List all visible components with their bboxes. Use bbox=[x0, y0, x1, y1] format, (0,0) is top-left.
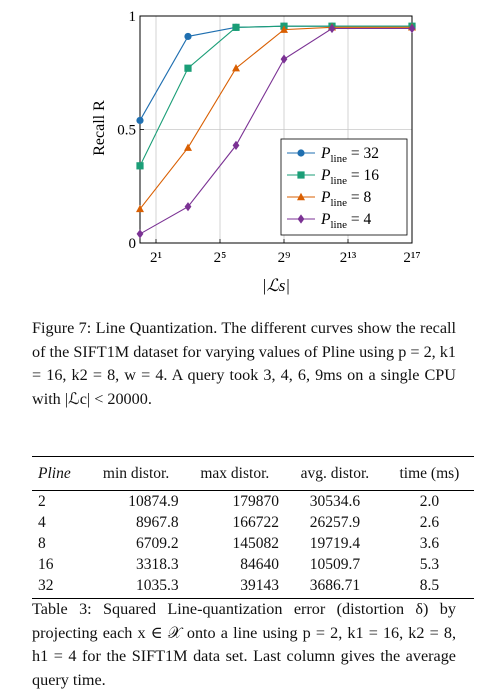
axis-ticks: 2¹ 2⁵ 2⁹ 2¹³ 2¹⁷ 0 0.5 1 bbox=[117, 9, 420, 266]
table-row: 4 8967.8 166722 26257.9 2.6 bbox=[32, 512, 474, 533]
data-point bbox=[136, 229, 144, 239]
x-tick-label: 2¹⁷ bbox=[403, 250, 420, 266]
table-caption: Table 3: Squared Line-quantization error… bbox=[32, 600, 456, 689]
table-cell: 3.6 bbox=[419, 534, 440, 552]
data-series bbox=[136, 22, 416, 239]
x-axis-label: |ℒs| bbox=[262, 276, 290, 295]
y-tick-label: 0 bbox=[129, 236, 137, 252]
data-point bbox=[328, 23, 336, 34]
recall-chart: 2¹ 2⁵ 2⁹ 2¹³ 2¹⁷ 0 0.5 1 |ℒs| Recall R Pline = … bbox=[91, 9, 421, 295]
table-row: 32 1035.3 39143 3686.71 8.5 bbox=[32, 575, 474, 599]
x-tick-label: 2¹³ bbox=[340, 250, 357, 266]
table-cell: 179870 bbox=[232, 492, 280, 510]
y-tick-label: 1 bbox=[129, 9, 137, 25]
data-point bbox=[184, 202, 192, 212]
table-header: time (ms) bbox=[384, 456, 474, 491]
data-point bbox=[232, 140, 240, 150]
series-line bbox=[139, 25, 412, 167]
table-header-row: Pline min distor. max distor. avg. disto… bbox=[32, 456, 474, 491]
table-cell: 32 bbox=[32, 575, 88, 599]
table-cell: 39143 bbox=[184, 575, 285, 599]
data-point bbox=[184, 64, 192, 72]
y-axis-label: Recall R bbox=[91, 100, 108, 156]
figure-caption: Figure 7: Line Quantization. The differe… bbox=[32, 319, 456, 408]
table-row: 16 3318.3 84640 10509.7 5.3 bbox=[32, 554, 474, 575]
legend-marker bbox=[297, 192, 305, 201]
table-cell: 145082 bbox=[232, 534, 280, 552]
table-cell: 166722 bbox=[232, 513, 280, 531]
table-cell: 2 bbox=[38, 492, 46, 510]
table-cell: 5.3 bbox=[419, 555, 440, 573]
data-point bbox=[232, 64, 240, 72]
data-point bbox=[136, 116, 144, 125]
data-point bbox=[136, 162, 144, 170]
data-point bbox=[280, 54, 288, 64]
x-tick-label: 2¹ bbox=[150, 250, 162, 266]
table-header: avg. distor. bbox=[285, 456, 385, 491]
table-cell: 8 bbox=[38, 534, 46, 552]
table-cell: 6709.2 bbox=[136, 534, 179, 552]
table-cell: 4 bbox=[38, 513, 46, 531]
table-cell: 84640 bbox=[240, 555, 279, 573]
table-header: Pline bbox=[32, 456, 88, 491]
table-cell: 2.6 bbox=[419, 513, 440, 531]
data-point bbox=[408, 23, 416, 34]
table-cell: 16 bbox=[38, 555, 54, 573]
legend-label: Pline = 8 bbox=[320, 189, 371, 209]
legend-label: Pline = 4 bbox=[320, 211, 371, 231]
legend-marker bbox=[297, 171, 305, 179]
table-header: min distor. bbox=[87, 456, 185, 491]
data-point bbox=[232, 23, 240, 31]
table-cell: 10509.7 bbox=[309, 555, 361, 573]
table-cell: 30534.6 bbox=[309, 492, 361, 510]
x-tick-label: 2⁹ bbox=[278, 250, 291, 266]
table-cell: 26257.9 bbox=[309, 513, 361, 531]
distortion-table: Pline min distor. max distor. avg. disto… bbox=[32, 456, 474, 599]
legend-marker bbox=[297, 149, 305, 157]
series-line bbox=[139, 27, 412, 235]
table-header: max distor. bbox=[184, 456, 285, 491]
legend-label: Pline = 32 bbox=[320, 145, 379, 165]
table-row: 2 10874.9 179870 30534.6 2.0 bbox=[32, 491, 474, 513]
data-point bbox=[184, 32, 192, 41]
table-cell: 3318.3 bbox=[136, 555, 179, 573]
table-cell: 1035.3 bbox=[87, 575, 185, 599]
table-cell: 8.5 bbox=[384, 575, 474, 599]
legend-label: Pline = 16 bbox=[320, 167, 379, 187]
data-point bbox=[184, 143, 192, 151]
table-cell: 3686.71 bbox=[285, 575, 385, 599]
series-line bbox=[139, 26, 412, 210]
legend-marker bbox=[297, 214, 305, 224]
y-tick-label: 0.5 bbox=[117, 123, 136, 139]
data-point bbox=[136, 204, 144, 213]
x-tick-label: 2⁵ bbox=[214, 250, 227, 266]
table-cell: 8967.8 bbox=[136, 513, 179, 531]
table-cell: 10874.9 bbox=[128, 492, 179, 510]
table-cell: 19719.4 bbox=[309, 534, 361, 552]
table-row: 8 6709.2 145082 19719.4 3.6 bbox=[32, 533, 474, 554]
table-cell: 2.0 bbox=[419, 492, 440, 510]
series-diamond bbox=[136, 23, 416, 239]
data-point bbox=[280, 25, 288, 33]
